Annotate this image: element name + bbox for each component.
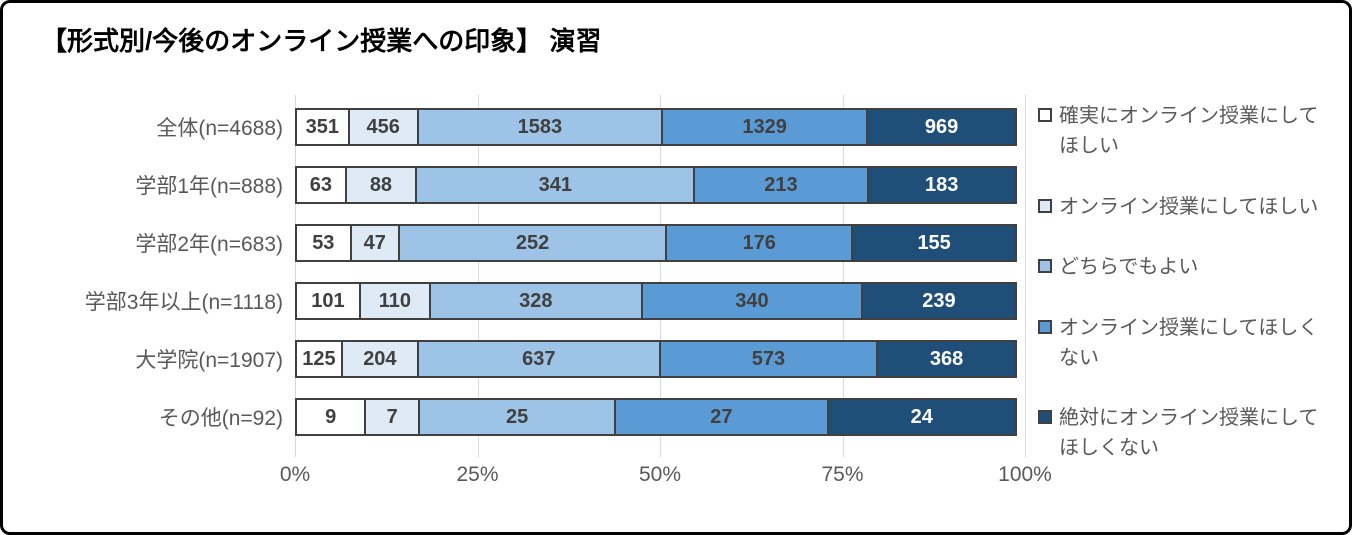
- bar-segment: 110: [358, 282, 431, 320]
- legend-item-label: オンライン授業にしてほしくない: [1059, 316, 1319, 369]
- x-axis-tick-label: 75%: [821, 463, 864, 486]
- legend-marker-icon: [1038, 319, 1052, 334]
- bar-segment: 53: [295, 224, 352, 262]
- bar-segment: 1329: [661, 108, 869, 146]
- bar-segment: 239: [860, 282, 1017, 320]
- bar-segment: 1583: [416, 108, 664, 146]
- legend-marker-icon: [1038, 108, 1052, 122]
- stacked-bar: 9 7 25 27 24: [295, 398, 1025, 436]
- stacked-bar: 53 47 252 176 155: [295, 224, 1025, 262]
- chart-rows: 全体(n=4688) 351 456 1583 1329 969 学部1年(n=888) 63…: [33, 98, 1025, 446]
- legend-marker-icon: [1038, 410, 1052, 424]
- gridlines: [295, 95, 1026, 457]
- category-label: 全体(n=4688): [156, 117, 283, 140]
- bar-segment: 456: [347, 108, 419, 146]
- legend-item: 絶対にオンライン授業にしてほしくない: [1038, 403, 1338, 463]
- bar-segment: 328: [428, 282, 643, 320]
- legend: 確実にオンライン授業にしてほしいオンライン授業にしてほしい どちらでもよいオンライ…: [1038, 101, 1338, 463]
- legend-marker-icon: [1038, 198, 1052, 213]
- category-label: 大学院(n=1907): [135, 349, 283, 372]
- bar-segment: 9: [295, 398, 367, 436]
- bar-segment: 27: [614, 398, 829, 436]
- category-label: 学部1年(n=888): [135, 175, 283, 198]
- chart-row: 学部2年(n=683) 53 47 252 176 155: [33, 214, 1025, 272]
- legend-item: オンライン授業にしてほしくない: [1038, 313, 1338, 373]
- bar-segment: 125: [295, 340, 343, 378]
- bar-segment: 183: [866, 166, 1017, 204]
- bar-segment: 88: [344, 166, 418, 204]
- bar-segment: 7: [364, 398, 420, 436]
- chart-title: 【形式別/今後のオンライン授業への印象】 演習: [41, 26, 602, 56]
- bar-segment: 340: [640, 282, 863, 320]
- gridline: [295, 95, 296, 457]
- bar-segment: 213: [693, 166, 869, 204]
- category-label: 学部2年(n=683): [135, 233, 283, 256]
- bar-segment: 573: [658, 340, 879, 378]
- gridline: [842, 95, 844, 457]
- category-label: 学部3年以上(n=1118): [84, 291, 283, 314]
- gridline: [1025, 95, 1026, 457]
- x-axis: 0% 25% 50% 75% 100%: [280, 463, 1052, 493]
- bar-segment: 25: [417, 398, 617, 436]
- gridline: [660, 95, 661, 457]
- stacked-bar: 351 456 1583 1329 969: [295, 108, 1025, 146]
- legend-item-label: オンライン授業にしてほしい: [1059, 195, 1319, 218]
- chart-row: その他(n=92) 9 7 25 27 24: [33, 388, 1025, 446]
- bar-segment: 341: [415, 166, 696, 204]
- chart-row: 学部1年(n=888) 63 88 341 213 183: [33, 156, 1025, 214]
- gridline: [477, 95, 479, 457]
- bar-segment: 101: [295, 282, 361, 320]
- stacked-bar: 125 204 637 573 368: [295, 340, 1025, 378]
- legend-marker-icon: [1038, 259, 1052, 273]
- x-axis-tick-label: 0%: [279, 463, 311, 486]
- legend-item-label: どちらでもよい: [1059, 256, 1199, 278]
- chart-row: 全体(n=4688) 351 456 1583 1329 969: [33, 98, 1025, 156]
- x-axis-tick-label: 50%: [638, 463, 682, 486]
- stacked-bar: 63 88 341 213 183: [295, 166, 1025, 204]
- chart-row: 大学院(n=1907) 125 204 637 573 368: [33, 330, 1025, 388]
- bar-segment: 176: [665, 224, 854, 262]
- category-label: その他(n=92): [158, 407, 283, 430]
- bar-segment: 204: [340, 340, 419, 378]
- legend-item: 確実にオンライン授業にしてほしい: [1038, 101, 1338, 161]
- bar-segment: 969: [866, 108, 1017, 146]
- chart-row: 学部3年以上(n=1118) 101 110 328 340 239: [33, 272, 1025, 330]
- x-axis-tick-label: 100%: [998, 463, 1052, 486]
- bar-segment: 351: [295, 108, 350, 146]
- bar-segment: 47: [349, 224, 400, 262]
- bar-segment: 63: [295, 166, 347, 204]
- bar-segment: 368: [876, 340, 1017, 378]
- legend-item-label: 絶対にオンライン授業にしてほしくない: [1059, 407, 1319, 459]
- legend-item: オンライン授業にしてほしい: [1038, 192, 1338, 222]
- bar-segment: 24: [826, 398, 1017, 436]
- bar-segment: 252: [397, 224, 668, 262]
- bar-segment: 155: [851, 224, 1017, 262]
- bar-segment: 637: [416, 340, 661, 378]
- legend-item: どちらでもよい: [1038, 252, 1338, 282]
- stacked-bar: 101 110 328 340 239: [295, 282, 1025, 320]
- x-axis-tick-label: 25%: [456, 463, 499, 486]
- legend-item-label: 確実にオンライン授業にしてほしい: [1059, 105, 1319, 157]
